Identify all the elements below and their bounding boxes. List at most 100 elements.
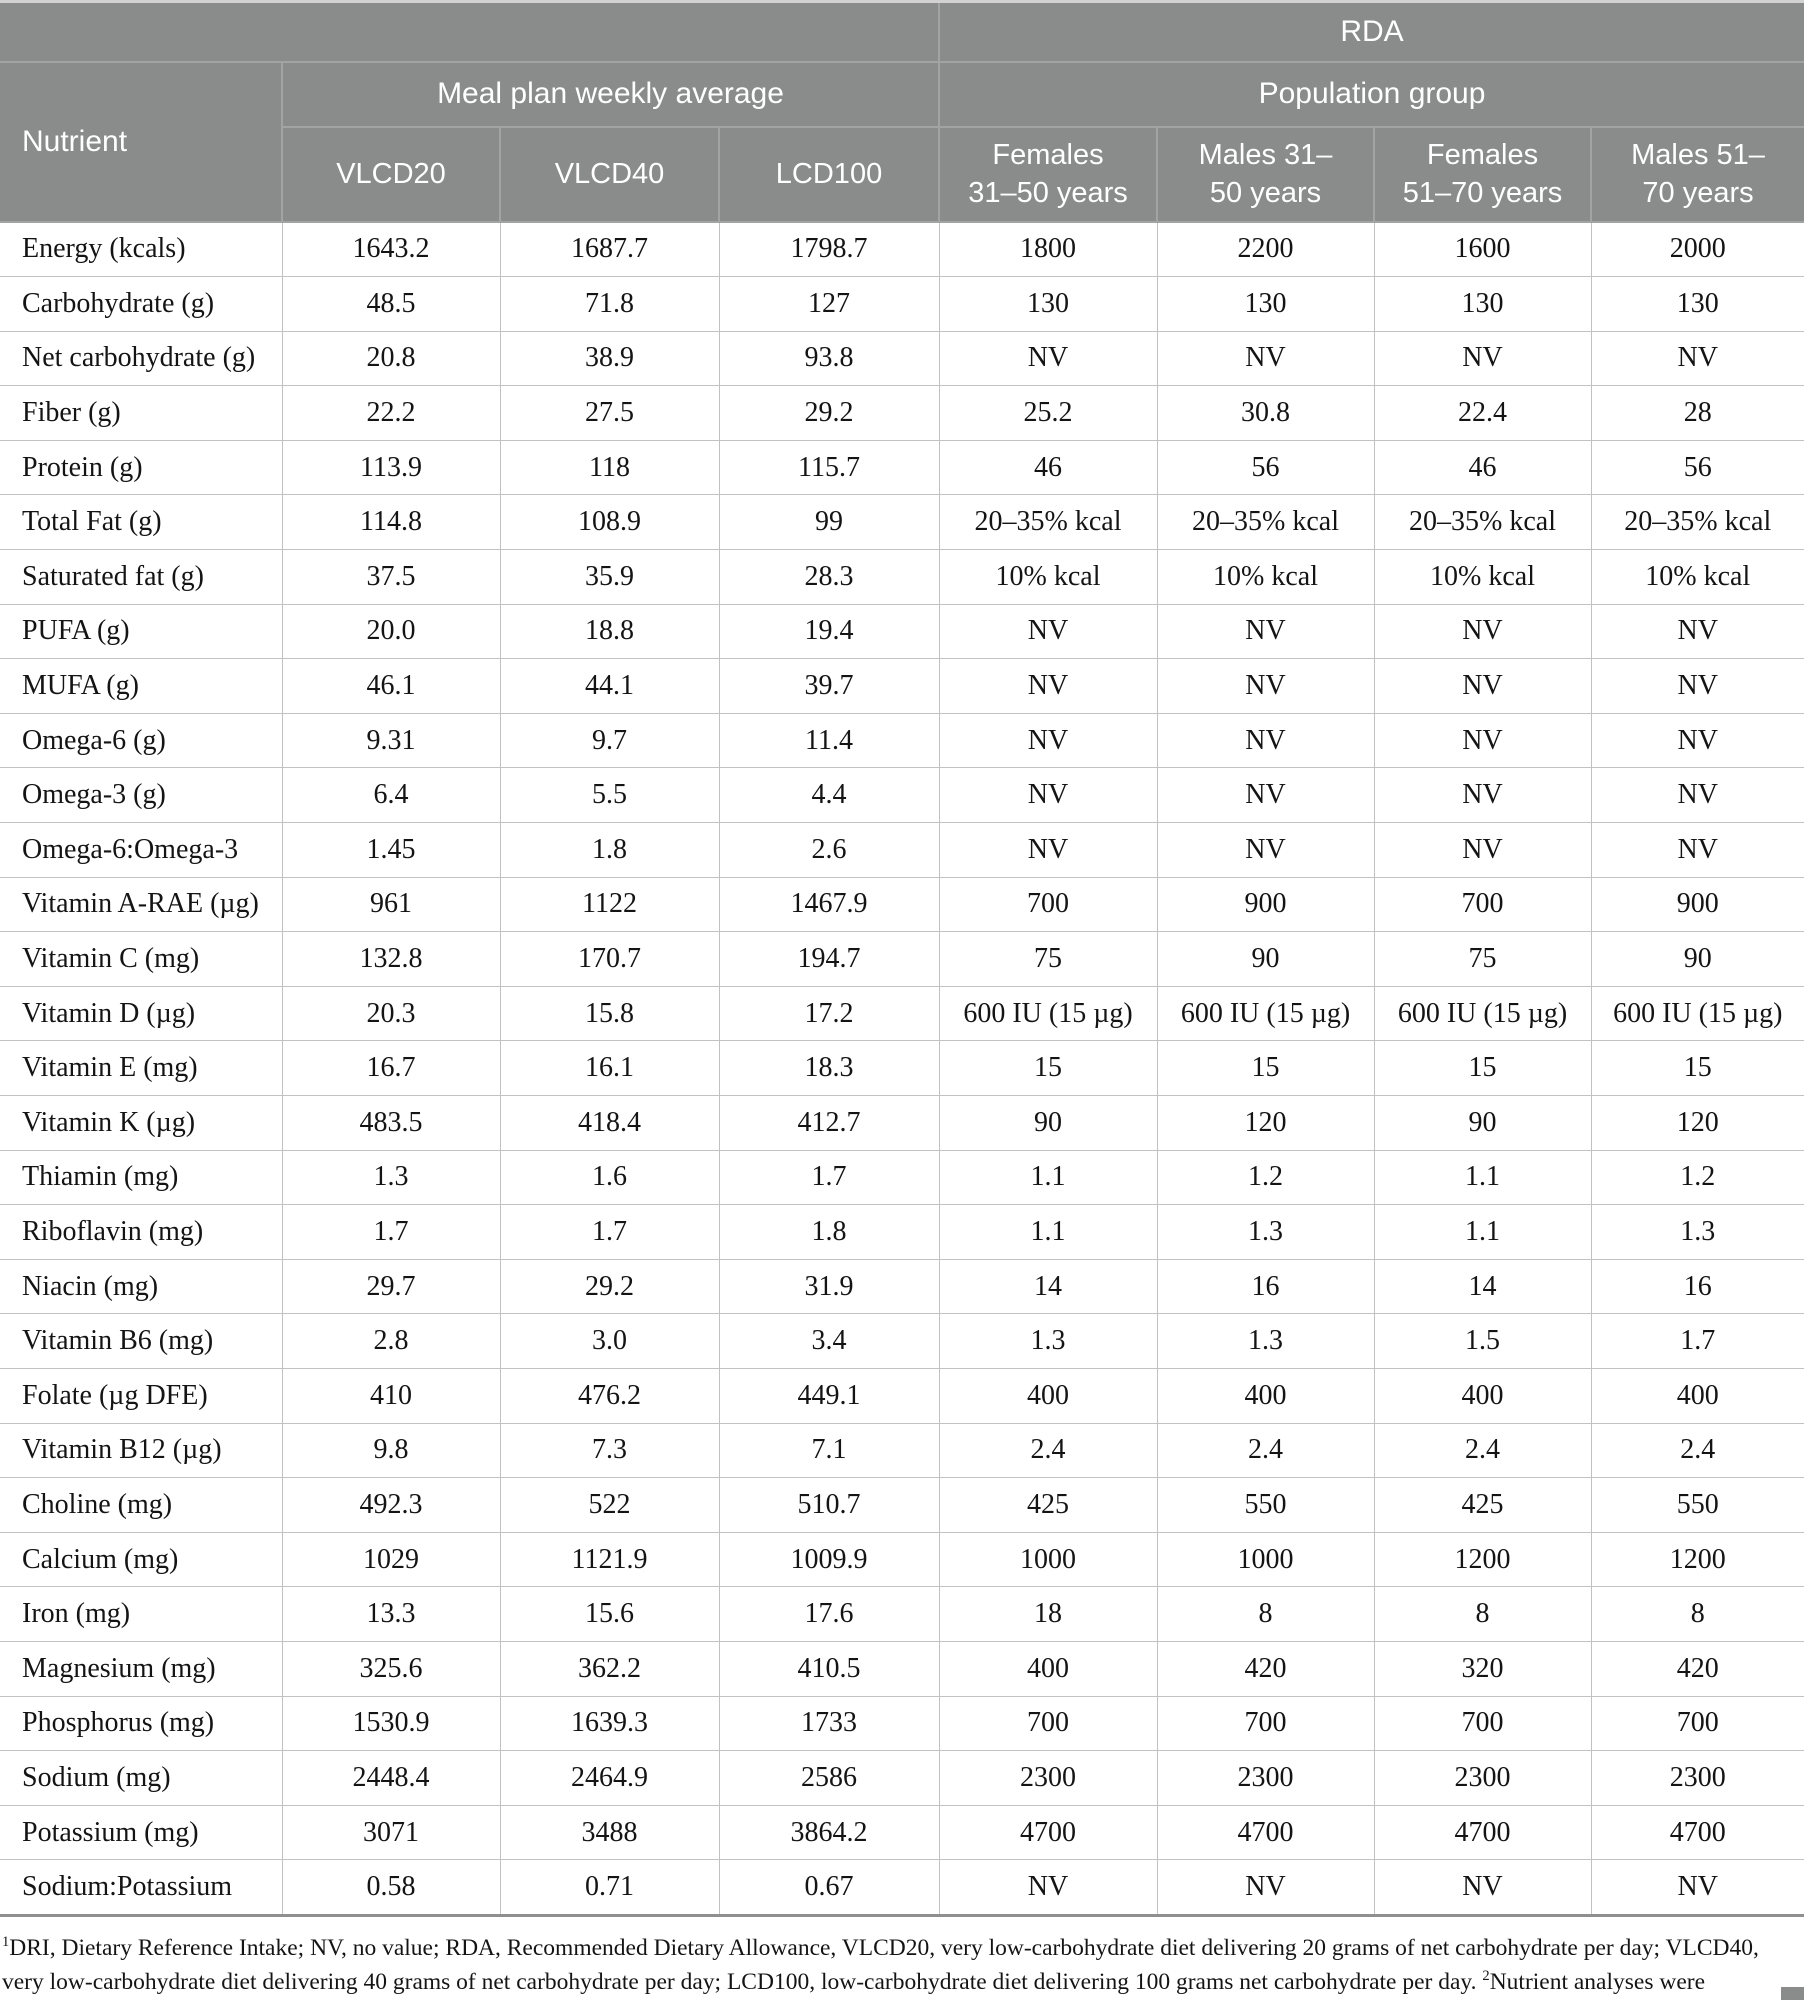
value-cell: 420 — [1156, 1640, 1375, 1697]
value-cell: NV — [1590, 658, 1804, 714]
value-cell: 492.3 — [281, 1477, 501, 1533]
value-cell: NV — [938, 330, 1158, 387]
value-cell: 2000 — [1590, 220, 1804, 278]
nutrient-cell: Choline (mg) — [0, 1477, 283, 1533]
value-cell: 4700 — [1590, 1804, 1804, 1861]
nutrient-cell: Potassium (mg) — [0, 1804, 283, 1861]
value-cell: 9.7 — [499, 712, 720, 769]
value-cell: 320 — [1373, 1640, 1592, 1697]
value-cell: 412.7 — [718, 1095, 940, 1151]
table-row: Protein (g) 113.9 118 115.7 46 56 46 56 — [0, 439, 1804, 496]
value-cell: 1733 — [718, 1695, 940, 1752]
value-cell: 90 — [1590, 931, 1804, 987]
value-cell: 108.9 — [499, 494, 720, 551]
nutrient-cell: Total Fat (g) — [0, 494, 283, 551]
table-row: Sodium:Potassium 0.58 0.71 0.67 NV NV NV NV — [0, 1859, 1804, 1917]
table-row: Choline (mg) 492.3 522 510.7 425 550 425 550 — [0, 1477, 1804, 1533]
value-cell: 7.3 — [499, 1422, 720, 1479]
table-row: Calcium (mg) 1029 1121.9 1009.9 1000 1000 1200… — [0, 1531, 1804, 1588]
value-cell: 600 IU (15 µg) — [1373, 985, 1592, 1042]
nutrient-cell: Vitamin B12 (µg) — [0, 1422, 283, 1479]
value-cell: 362.2 — [499, 1640, 720, 1697]
column-header-females-31-50: Females 31–50 years — [938, 125, 1158, 223]
value-cell: 418.4 — [499, 1095, 720, 1151]
header-row-columns: VLCD20 VLCD40 LCD100 Females 31–50 years… — [0, 125, 1804, 223]
value-cell: NV — [938, 1859, 1158, 1917]
value-cell: 410 — [281, 1367, 501, 1424]
rda-header: RDA — [937, 1, 1804, 63]
value-cell: 600 IU (15 µg) — [938, 985, 1158, 1042]
value-cell: 410.5 — [718, 1640, 940, 1697]
table-row: MUFA (g) 46.1 44.1 39.7 NV NV NV NV — [0, 658, 1804, 714]
value-cell: 1029 — [281, 1531, 501, 1588]
table-row: Total Fat (g) 114.8 108.9 99 20–35% kcal 20–3… — [0, 494, 1804, 551]
nutrient-cell: Vitamin C (mg) — [0, 931, 283, 987]
value-cell: 46 — [1373, 439, 1592, 496]
value-cell: 90 — [938, 1095, 1158, 1151]
value-cell: 194.7 — [718, 931, 940, 987]
value-cell: 400 — [1590, 1367, 1804, 1424]
nutrient-column-header: Nutrient — [0, 60, 283, 223]
value-cell: 700 — [1156, 1695, 1375, 1752]
value-cell: 1.1 — [1373, 1204, 1592, 1260]
nutrient-cell: Vitamin E (mg) — [0, 1040, 283, 1096]
table-row: Riboflavin (mg) 1.7 1.7 1.8 1.1 1.3 1.1 1.3 — [0, 1204, 1804, 1260]
nutrient-cell: Riboflavin (mg) — [0, 1204, 283, 1260]
value-cell: 2300 — [938, 1750, 1158, 1806]
corner-decoration — [1781, 1987, 1804, 2000]
value-cell: 700 — [938, 1695, 1158, 1752]
value-cell: 3.4 — [718, 1313, 940, 1369]
value-cell: 29.7 — [281, 1258, 501, 1315]
value-cell: 38.9 — [499, 330, 720, 387]
value-cell: 1009.9 — [718, 1531, 940, 1588]
column-header-lcd100: LCD100 — [718, 125, 940, 223]
value-cell: 2.4 — [1373, 1422, 1592, 1479]
value-cell: 99 — [718, 494, 940, 551]
nutrient-cell: Omega-3 (g) — [0, 767, 283, 824]
value-cell: 1.1 — [938, 1204, 1158, 1260]
value-cell: 8 — [1590, 1586, 1804, 1642]
value-cell: NV — [1590, 822, 1804, 878]
nutrient-cell: Folate (µg DFE) — [0, 1367, 283, 1424]
value-cell: 20–35% kcal — [1156, 494, 1375, 551]
value-cell: 1687.7 — [499, 220, 720, 278]
value-cell: 2300 — [1590, 1750, 1804, 1806]
value-cell: 13.3 — [281, 1586, 501, 1642]
nutrient-cell: Calcium (mg) — [0, 1531, 283, 1588]
value-cell: 1639.3 — [499, 1695, 720, 1752]
value-cell: 15 — [938, 1040, 1158, 1096]
nutrient-cell: Thiamin (mg) — [0, 1149, 283, 1206]
value-cell: 9.8 — [281, 1422, 501, 1479]
value-cell: 20.3 — [281, 985, 501, 1042]
table-row: Fiber (g) 22.2 27.5 29.2 25.2 30.8 22.4 28 — [0, 385, 1804, 441]
value-cell: 30.8 — [1156, 385, 1375, 441]
value-cell: 130 — [938, 276, 1158, 332]
table-row: Vitamin B6 (mg) 2.8 3.0 3.4 1.3 1.3 1.5 1.7 — [0, 1313, 1804, 1369]
value-cell: 700 — [938, 876, 1158, 933]
value-cell: 114.8 — [281, 494, 501, 551]
value-cell: 56 — [1590, 439, 1804, 496]
nutrient-cell: Sodium (mg) — [0, 1750, 283, 1806]
value-cell: 1.6 — [499, 1149, 720, 1206]
value-cell: 10% kcal — [1590, 549, 1804, 605]
value-cell: 900 — [1156, 876, 1375, 933]
value-cell: 22.4 — [1373, 385, 1592, 441]
value-cell: 400 — [1373, 1367, 1592, 1424]
footnote-text-2: Nutrient analyses were conducted using U… — [1489, 1968, 1706, 1995]
value-cell: 1467.9 — [718, 876, 940, 933]
nutrient-cell: Phosphorus (mg) — [0, 1695, 283, 1752]
value-cell: 11.4 — [718, 712, 940, 769]
nutrient-cell: Protein (g) — [0, 439, 283, 496]
value-cell: 3864.2 — [718, 1804, 940, 1861]
table-row: Thiamin (mg) 1.3 1.6 1.7 1.1 1.2 1.1 1.2 — [0, 1149, 1804, 1206]
value-cell: 1.8 — [718, 1204, 940, 1260]
value-cell: 25.2 — [938, 385, 1158, 441]
value-cell: 0.71 — [499, 1859, 720, 1917]
value-cell: 14 — [1373, 1258, 1592, 1315]
nutrient-cell: Vitamin A-RAE (µg) — [0, 876, 283, 933]
column-header-males-51-70: Males 51– 70 years — [1589, 125, 1804, 223]
value-cell: 2200 — [1156, 220, 1375, 278]
value-cell: 1798.7 — [718, 220, 940, 278]
value-cell: NV — [1590, 1859, 1804, 1917]
